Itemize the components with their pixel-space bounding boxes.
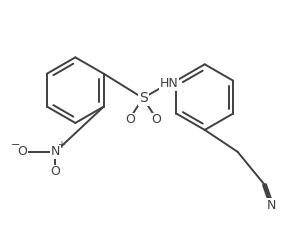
Text: S: S	[139, 91, 148, 105]
Text: HN: HN	[160, 77, 178, 90]
Text: O: O	[18, 145, 27, 158]
Text: −: −	[11, 140, 20, 150]
Text: O: O	[50, 165, 60, 178]
Text: O: O	[151, 113, 161, 127]
Text: +: +	[58, 140, 65, 150]
Text: N: N	[267, 199, 276, 212]
Text: N: N	[51, 145, 60, 158]
Text: O: O	[125, 113, 135, 127]
